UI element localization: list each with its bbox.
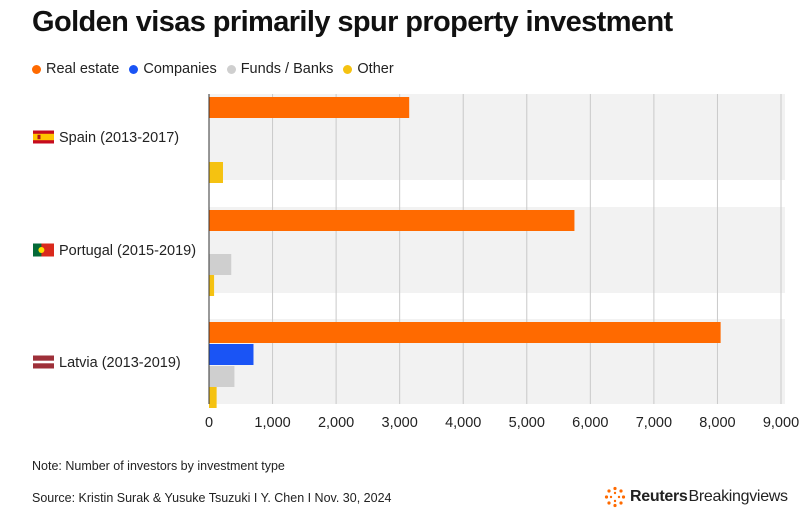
legend-label-other: Other [357, 61, 394, 77]
bar-real-estate-2 [209, 322, 721, 343]
bar-other-2 [209, 387, 217, 408]
legend-swatch-companies [129, 64, 139, 74]
x-tick-label: 7,000 [636, 415, 672, 431]
bar-real-estate-1 [209, 210, 575, 231]
x-tick-label: 1,000 [254, 415, 290, 431]
legend-label-real-estate: Real estate [46, 61, 120, 77]
chart-note: Note: Number of investors by investment … [32, 459, 285, 473]
brand-bold: Reuters [630, 488, 688, 505]
bar-companies-2 [209, 344, 254, 365]
legend-label-funds-banks: Funds / Banks [240, 61, 334, 77]
x-tick-label: 8,000 [699, 415, 735, 431]
legend-label-companies: Companies [143, 61, 217, 77]
brand-regular: Breakingviews [688, 488, 788, 505]
legend-item-companies: Companies [129, 61, 217, 77]
portugal-flag-green [33, 243, 42, 257]
chart-title: Golden visas primarily spur property inv… [32, 6, 673, 38]
portugal-flag-emblem [38, 247, 45, 253]
spain-flag-emblem [37, 134, 41, 140]
category-label: Portugal (2015-2019) [59, 243, 196, 259]
bar-other-1 [209, 275, 215, 296]
chart-legend: Real estate Companies Funds / Banks Othe… [32, 61, 394, 77]
legend-swatch-real-estate [32, 64, 41, 74]
x-tick-label: 9,000 [763, 415, 799, 431]
latvia-flag-stripe [33, 360, 54, 364]
x-tick-label: 6,000 [572, 415, 608, 431]
reuters-dot-logo-icon [604, 486, 626, 508]
x-tick-label: 3,000 [382, 415, 418, 431]
legend-item-real-estate: Real estate [32, 61, 119, 77]
category-label: Spain (2013-2017) [59, 130, 179, 146]
legend-swatch-other [343, 64, 353, 74]
bar-other-0 [209, 162, 223, 183]
legend-item-other: Other [343, 61, 394, 77]
reuters-breakingviews-logo: Reuters Breakingviews [604, 486, 788, 508]
x-tick-label: 0 [205, 415, 213, 431]
category-label: Latvia (2013-2019) [59, 355, 181, 371]
bar-funds-banks-1 [209, 254, 232, 275]
bar-real-estate-0 [209, 97, 410, 118]
legend-swatch-funds-banks [226, 64, 236, 74]
x-tick-label: 2,000 [318, 415, 354, 431]
chart-source: Source: Kristin Surak & Yusuke Tsuzuki I… [32, 491, 392, 505]
legend-item-funds-banks: Funds / Banks [226, 61, 334, 77]
x-tick-label: 5,000 [509, 415, 545, 431]
x-tick-label: 4,000 [445, 415, 481, 431]
spain-flag-stripe [33, 133, 54, 141]
bar-funds-banks-2 [209, 366, 235, 387]
